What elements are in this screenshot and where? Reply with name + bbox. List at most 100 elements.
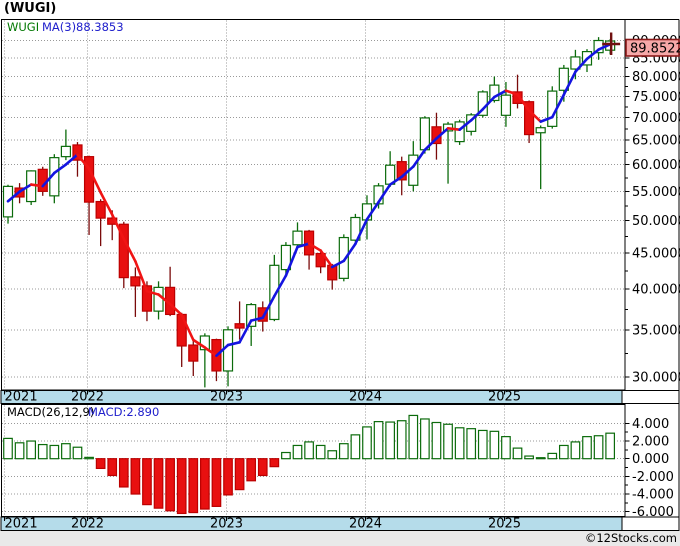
ma-line-segment (296, 242, 311, 249)
macd-bar (223, 458, 233, 496)
candlestick (523, 100, 535, 144)
macd-bar (547, 452, 558, 460)
ma-line-segment (574, 57, 589, 74)
candlestick (454, 119, 465, 145)
macd-bar (14, 442, 25, 460)
ma-line-segment (307, 242, 322, 252)
ma-line-segment (134, 260, 149, 293)
candlestick (350, 213, 361, 243)
macd-bar (385, 421, 395, 460)
ma-line-segment (400, 165, 415, 179)
candle-body (269, 264, 280, 321)
macd-tick-label: 0.000 (632, 452, 669, 467)
macd-bar (153, 458, 164, 509)
macd-bar (512, 447, 523, 460)
macd-bar (466, 428, 477, 460)
macd-bar (327, 450, 338, 460)
legend-text: 88.3853 (76, 20, 124, 34)
candle-body (118, 223, 129, 279)
candlestick (188, 340, 199, 376)
year-label: 2025 (488, 517, 521, 532)
year-label: 2024 (349, 517, 382, 532)
macd-tick-label: 4.000 (632, 417, 669, 432)
macd-bar (3, 437, 13, 460)
ma-line-segment (64, 153, 79, 166)
candlestick (234, 301, 245, 340)
macd-bar (95, 458, 106, 470)
legend-text: WUGI (7, 20, 39, 34)
macd-bar (130, 458, 141, 495)
ma-line-segment (354, 218, 369, 246)
ma-line-segment (76, 153, 91, 170)
candle-body (153, 286, 164, 312)
macd-bar (362, 426, 372, 460)
candle-body (396, 161, 407, 181)
ma-line-segment (562, 70, 577, 97)
year-label: 2025 (488, 390, 521, 405)
ma-line-segment (550, 93, 566, 119)
macd-tick-label: 2.000 (632, 435, 669, 450)
macd-bar (593, 435, 604, 460)
macd-bar (304, 441, 314, 460)
candlestick (547, 86, 558, 129)
ma-line-segment (539, 115, 554, 123)
candle-body (523, 101, 535, 136)
macd-bar (269, 458, 280, 468)
macd-bar (84, 456, 94, 460)
candle-body (454, 121, 465, 143)
macd-bar (420, 418, 430, 460)
candlestick (292, 222, 303, 249)
candle-body (188, 344, 199, 362)
macd-bar (142, 458, 152, 506)
macd-bar (200, 458, 210, 510)
ma-line-segment (423, 137, 438, 152)
price-panel (1, 19, 626, 391)
macd-bar (257, 458, 268, 477)
ma-line-segment (435, 127, 450, 140)
macd-bar (165, 458, 175, 512)
candlestick (315, 252, 326, 274)
macd-bar (558, 444, 569, 460)
ma-line-segment (273, 274, 288, 298)
macd-bar (454, 427, 465, 460)
macd-bar (350, 434, 361, 460)
axis-corner-box (621, 390, 680, 404)
candlestick (199, 333, 210, 388)
ma-line-segment (284, 245, 299, 277)
year-label: 2024 (349, 390, 382, 405)
legend-text: MA(3) (42, 20, 76, 34)
macd-bar (396, 420, 407, 460)
candlestick (72, 142, 83, 177)
candlestick (269, 254, 280, 322)
candle-body (570, 56, 581, 70)
macd-bar (246, 458, 257, 482)
macd-bar (570, 441, 581, 460)
macd-panel (1, 404, 626, 517)
macd-bar (443, 423, 453, 460)
candle-body (512, 91, 523, 104)
candlestick (130, 267, 141, 317)
year-label: 2022 (71, 517, 104, 532)
candle-body (500, 94, 512, 116)
axis-pane (625, 19, 679, 531)
last-price-label: 89.8522 (630, 42, 680, 57)
ma-line-segment (53, 163, 68, 175)
macd-tick-label: -6.000 (632, 505, 674, 520)
ma-line-segment (411, 148, 427, 168)
candlestick (512, 74, 523, 109)
candle-body (535, 127, 546, 134)
ma-line-segment (388, 175, 404, 186)
ma-line-segment (585, 48, 600, 61)
candlestick (535, 125, 546, 190)
macd-tick-label: -2.000 (632, 470, 674, 485)
ma-line-segment (87, 167, 102, 194)
